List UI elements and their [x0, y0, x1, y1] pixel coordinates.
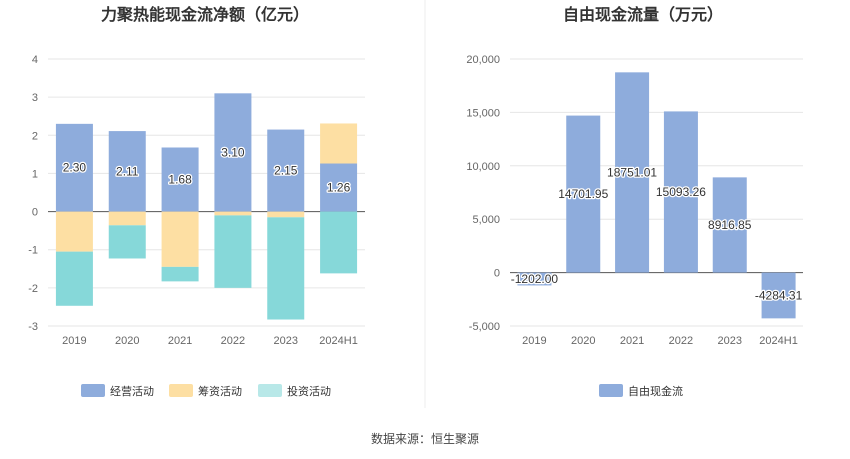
data-label: 2.15 — [274, 164, 298, 178]
financing-bar — [108, 211, 146, 226]
x-tick-label: 2019 — [522, 335, 546, 347]
operating-bar — [108, 131, 146, 212]
fcf-bar — [566, 115, 601, 273]
data-label: 1.68 — [168, 173, 192, 187]
y-tick-label: -1 — [28, 245, 38, 257]
fcf-bar — [615, 72, 650, 273]
y-tick-label: 2 — [32, 130, 38, 142]
legend-swatch — [599, 384, 623, 397]
x-tick-label: 2023 — [718, 335, 742, 347]
legend-label: 自由现金流 — [628, 384, 683, 398]
financing-bar — [214, 211, 252, 216]
data-label: 14701.95 — [558, 187, 608, 201]
investing-bar — [108, 225, 146, 259]
financing-bar — [161, 211, 199, 267]
fcf-bar — [663, 111, 698, 273]
y-tick-label: 10,000 — [466, 161, 500, 173]
investing-bar — [267, 217, 305, 320]
x-tick-label: 2023 — [274, 335, 298, 347]
x-tick-label: 2019 — [62, 335, 86, 347]
investing-bar — [214, 215, 252, 288]
legend-swatch — [169, 384, 193, 397]
y-tick-label: 0 — [494, 268, 500, 280]
legend-label: 筹资活动 — [198, 384, 242, 398]
y-tick-label: 20,000 — [466, 54, 500, 66]
legend-label: 投资活动 — [287, 384, 331, 398]
y-tick-label: 1 — [32, 168, 38, 180]
financing-bar — [320, 123, 358, 164]
data-label: 15093.26 — [656, 185, 706, 199]
y-tick-label: -5,000 — [469, 321, 500, 333]
fcf-bar — [712, 177, 747, 273]
financing-bar — [267, 211, 305, 218]
data-label: -1202.00 — [511, 272, 559, 286]
operating-bar — [267, 129, 305, 212]
data-label: 1.26 — [327, 181, 351, 195]
fcf-bar — [517, 272, 552, 286]
data-label: -4284.31 — [755, 288, 803, 302]
y-tick-label: -2 — [28, 283, 38, 295]
x-tick-label: 2021 — [620, 335, 644, 347]
data-label: 2.11 — [116, 164, 139, 178]
x-tick-label: 2020 — [115, 335, 139, 347]
financing-bar — [55, 211, 93, 252]
left-chart-title: 力聚热能现金流净额（亿元） — [101, 5, 309, 24]
x-tick-label: 2020 — [571, 335, 595, 347]
x-tick-label: 2021 — [168, 335, 192, 347]
legend-swatch — [258, 384, 282, 397]
left-legend: 经营活动 筹资活动 投资活动 — [81, 384, 331, 398]
data-label: 18751.01 — [607, 165, 657, 179]
y-tick-label: 5,000 — [472, 214, 500, 226]
right-legend: 自由现金流 — [599, 384, 683, 398]
y-tick-label: 4 — [32, 54, 38, 66]
data-source: 数据来源：恒生聚源 — [371, 431, 479, 446]
free-cash-flow-chart: 20,000 15,000 10,000 5,000 0 -5,000 2019 -1202.… — [466, 54, 804, 347]
y-tick-label: 15,000 — [466, 107, 500, 119]
fcf-bar — [761, 272, 796, 319]
x-tick-label: 2024H1 — [319, 335, 358, 347]
operating-bar — [55, 123, 93, 212]
investing-bar — [161, 266, 199, 282]
operating-bar — [214, 93, 252, 212]
investing-bar — [320, 211, 358, 274]
data-label: 2.30 — [63, 161, 87, 175]
x-tick-label: 2022 — [221, 335, 245, 347]
y-tick-label: 3 — [32, 92, 38, 104]
y-tick-label: -3 — [28, 321, 38, 333]
x-tick-label: 2024H1 — [759, 335, 798, 347]
data-label: 8916.85 — [708, 218, 752, 232]
operating-bar — [320, 163, 358, 212]
x-tick-label: 2022 — [669, 335, 693, 347]
operating-bar — [161, 147, 199, 212]
legend-label: 经营活动 — [110, 384, 154, 398]
right-chart-title: 自由现金流量（万元） — [563, 5, 723, 24]
data-label: 3.10 — [221, 145, 245, 159]
legend-swatch — [81, 384, 105, 397]
y-tick-label: 0 — [32, 207, 38, 219]
investing-bar — [55, 251, 93, 306]
cash-flow-chart: 4 3 2 1 0 -1 -2 -3 2019 2.30 2020 2.11 2021 1.68 2022 3… — [28, 54, 365, 347]
